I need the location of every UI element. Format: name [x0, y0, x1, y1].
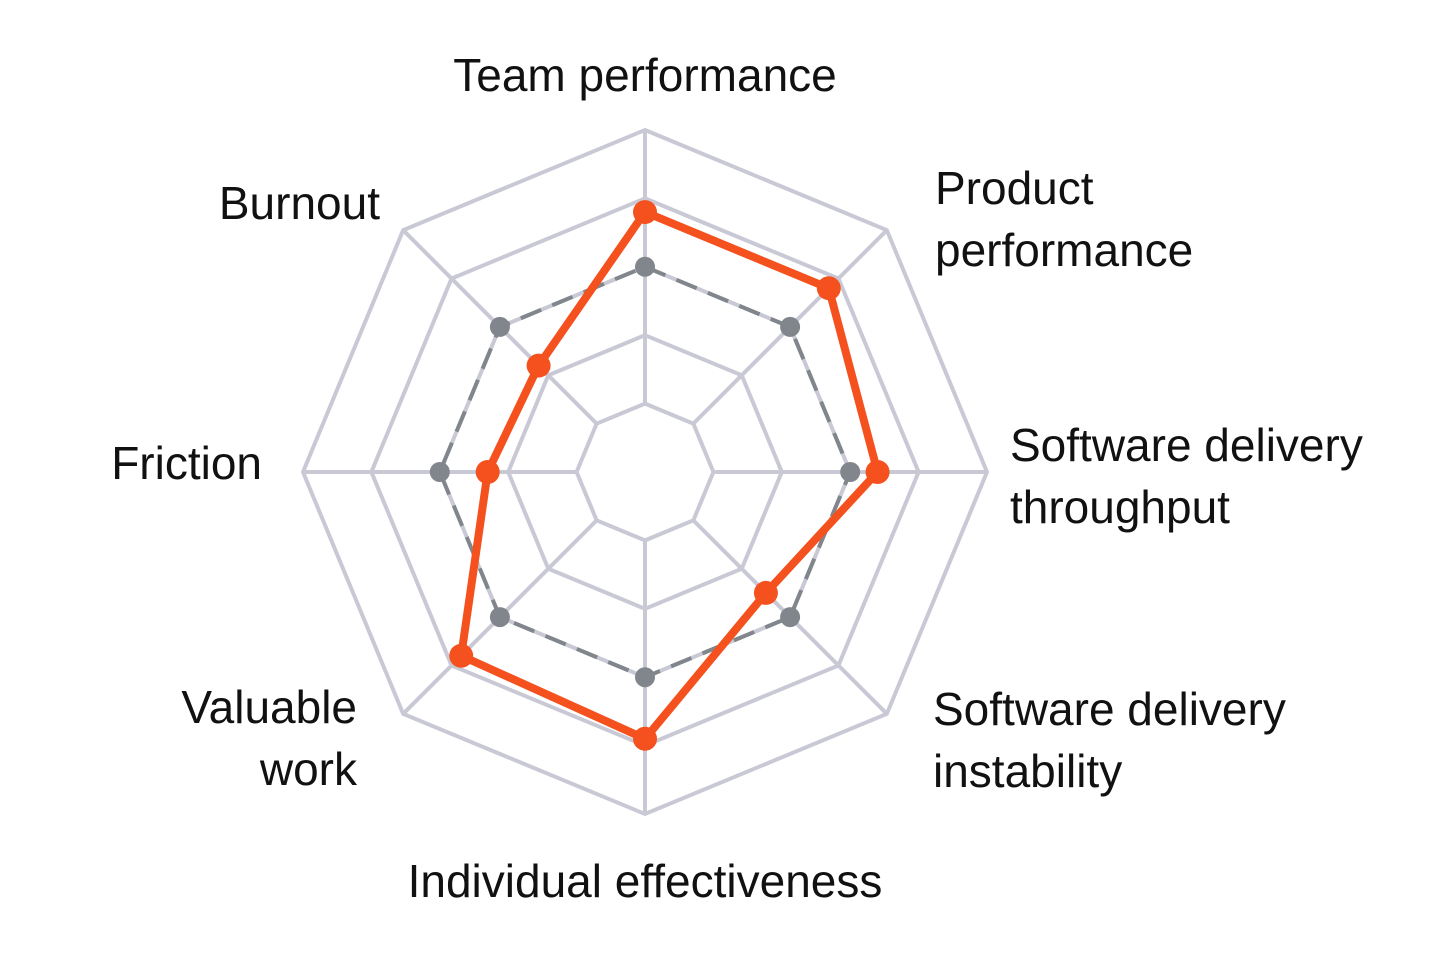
- data-point: [753, 580, 778, 605]
- data-point: [780, 316, 801, 337]
- data-point: [489, 607, 510, 628]
- data-point: [816, 276, 841, 301]
- data-point: [526, 353, 551, 378]
- axis-label: Individual effectiveness: [407, 855, 883, 907]
- data-point: [840, 462, 861, 482]
- data-point: [449, 643, 474, 668]
- data-point: [475, 460, 500, 484]
- axis-label: Software delivery throughput: [1010, 419, 1363, 533]
- axis-label: Team performance: [453, 49, 837, 101]
- data-point: [633, 200, 657, 225]
- axis-label: Valuable work: [181, 681, 357, 795]
- data-point: [780, 607, 801, 628]
- grid-ring: [574, 401, 716, 543]
- series-line: [457, 208, 882, 743]
- data-point: [633, 726, 657, 751]
- data-point: [489, 316, 510, 337]
- data-point: [635, 667, 655, 688]
- data-point: [635, 256, 655, 277]
- axis-label: Burnout: [218, 177, 380, 229]
- data-point: [865, 460, 890, 484]
- axis-label: Software delivery instability: [933, 683, 1286, 797]
- axis-label: Friction: [111, 437, 262, 489]
- axis-label: Product performance: [935, 162, 1194, 276]
- data-point: [429, 462, 450, 482]
